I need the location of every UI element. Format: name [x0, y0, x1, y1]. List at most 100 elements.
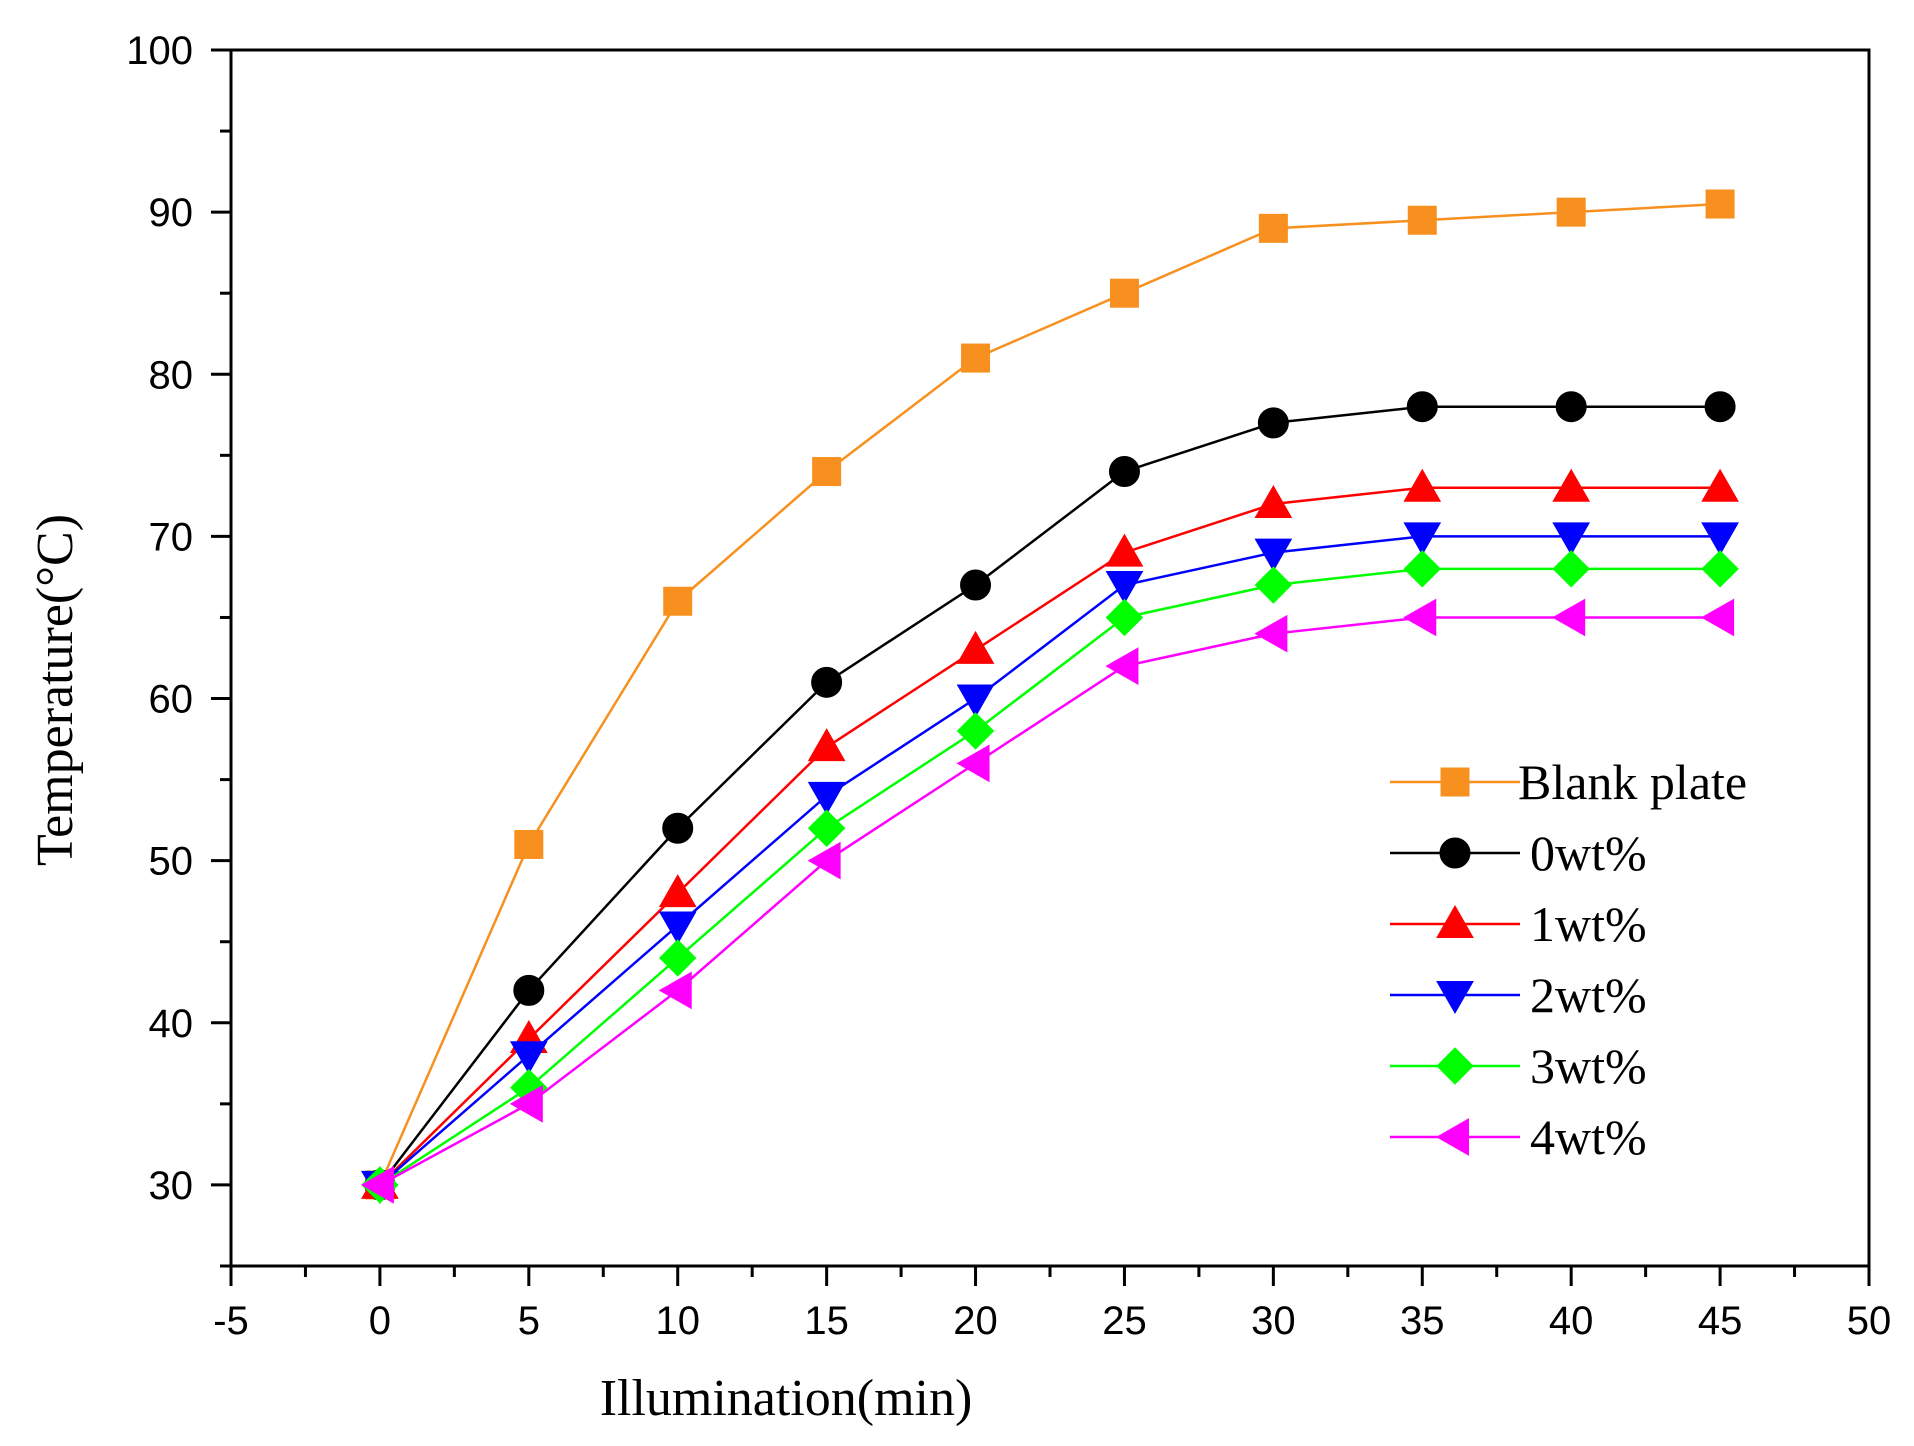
data-point: [956, 684, 995, 718]
data-point: [1701, 598, 1735, 637]
data-point: [1407, 205, 1437, 235]
y-axis-title: Temperature(°C): [27, 514, 84, 866]
y-tick-label: 70: [149, 515, 194, 559]
legend-marker: [1436, 981, 1474, 1015]
x-tick-label: -5: [213, 1299, 249, 1343]
legend-label: 3wt%: [1530, 1038, 1647, 1094]
y-tick-label: 50: [149, 840, 194, 884]
legend-marker: [1436, 1047, 1474, 1085]
data-point: [663, 586, 693, 616]
series-line: [379, 567, 1721, 1186]
data-point: [1552, 598, 1586, 637]
data-point: [1257, 407, 1289, 439]
data-point: [1254, 538, 1293, 572]
data-point: [658, 911, 697, 945]
data-point: [1403, 598, 1437, 637]
y-tick-label: 90: [149, 191, 194, 235]
data-point: [1258, 213, 1288, 243]
legend-marker: [1435, 1118, 1469, 1156]
x-tick-label: 10: [655, 1299, 700, 1343]
legend-label: 4wt%: [1530, 1109, 1647, 1165]
data-point: [812, 457, 842, 487]
data-point: [1108, 456, 1140, 488]
data-point: [807, 781, 846, 815]
data-point: [360, 1166, 394, 1204]
data-point: [811, 666, 843, 698]
x-tick-label: 20: [953, 1299, 998, 1343]
x-axis-title: Illumination(min): [600, 1370, 973, 1427]
x-tick-label: 35: [1400, 1299, 1445, 1343]
data-point: [514, 829, 544, 859]
data-point: [1105, 647, 1139, 685]
x-tick-label: 30: [1251, 1299, 1296, 1343]
data-point: [956, 712, 995, 750]
series-4wt-: [360, 598, 1735, 1204]
series-line: [379, 535, 1721, 1186]
legend-entry: Blank plate: [1390, 754, 1747, 810]
data-point: [1552, 468, 1591, 502]
data-point: [659, 939, 697, 977]
data-point: [509, 1041, 548, 1075]
legend-entry: 0wt%: [1390, 825, 1647, 881]
y-tick-label: 100: [126, 29, 193, 73]
y-tick-label: 30: [149, 1164, 194, 1208]
data-point: [513, 974, 545, 1006]
data-point: [1254, 566, 1293, 604]
legend-marker: [1440, 767, 1470, 797]
data-point: [1109, 278, 1139, 308]
data-point: [1555, 391, 1587, 423]
x-tick-label: 50: [1847, 1299, 1892, 1343]
data-point: [1105, 571, 1144, 605]
series-line: [379, 486, 1721, 1186]
x-tick-label: 15: [804, 1299, 849, 1343]
data-point: [807, 841, 841, 880]
data-point: [1701, 550, 1739, 588]
x-tick-label: 0: [369, 1299, 391, 1343]
data-point: [1105, 598, 1144, 637]
legend-marker: [1439, 837, 1471, 869]
data-point: [1552, 550, 1590, 588]
data-point: [1406, 391, 1438, 423]
legend-label: 2wt%: [1530, 967, 1647, 1023]
x-tick-label: 5: [518, 1299, 540, 1343]
legend-marker: [1436, 904, 1474, 938]
legend-label: Blank plate: [1518, 754, 1747, 810]
data-point: [961, 343, 991, 373]
data-point: [1403, 550, 1441, 588]
legend-entry: 4wt%: [1390, 1109, 1647, 1165]
x-tick-label: 45: [1698, 1299, 1743, 1343]
data-point: [1254, 614, 1288, 653]
series-line: [378, 202, 1721, 1186]
axes-layer: -5 0 5 10 15 20 25 30 35 40 45 50 30 40 50 60 70 80 90 100: [126, 29, 1891, 1343]
legend-label: 0wt%: [1530, 825, 1647, 881]
data-point: [1403, 468, 1442, 502]
series-blank-plate: [365, 189, 1735, 1200]
series-line: [378, 405, 1721, 1186]
legend-entry: 2wt%: [1390, 967, 1647, 1023]
data-point: [658, 971, 692, 1010]
data-point: [509, 1085, 543, 1123]
x-tick-label: 25: [1102, 1299, 1147, 1343]
y-tick-label: 80: [149, 353, 194, 397]
y-tick-label: 60: [149, 678, 194, 722]
legend-entry: 3wt%: [1390, 1038, 1647, 1094]
series-line: [379, 616, 1721, 1187]
data-point: [960, 569, 992, 601]
data-point: [956, 744, 990, 783]
data-point: [1403, 522, 1442, 556]
data-point: [807, 809, 846, 847]
data-point: [1701, 522, 1739, 556]
data-point: [658, 874, 697, 908]
series-layer: [360, 189, 1739, 1204]
x-tick-label: 40: [1549, 1299, 1594, 1343]
legend-label: 1wt%: [1530, 896, 1647, 952]
data-point: [1704, 391, 1736, 423]
data-point: [662, 812, 694, 844]
data-point: [807, 728, 846, 762]
data-point: [956, 630, 995, 664]
data-point: [1556, 197, 1586, 227]
data-point: [1705, 189, 1735, 219]
legend: Blank plate 0wt% 1wt% 2wt% 3wt% 4wt%: [1390, 754, 1747, 1165]
data-point: [1254, 484, 1293, 518]
